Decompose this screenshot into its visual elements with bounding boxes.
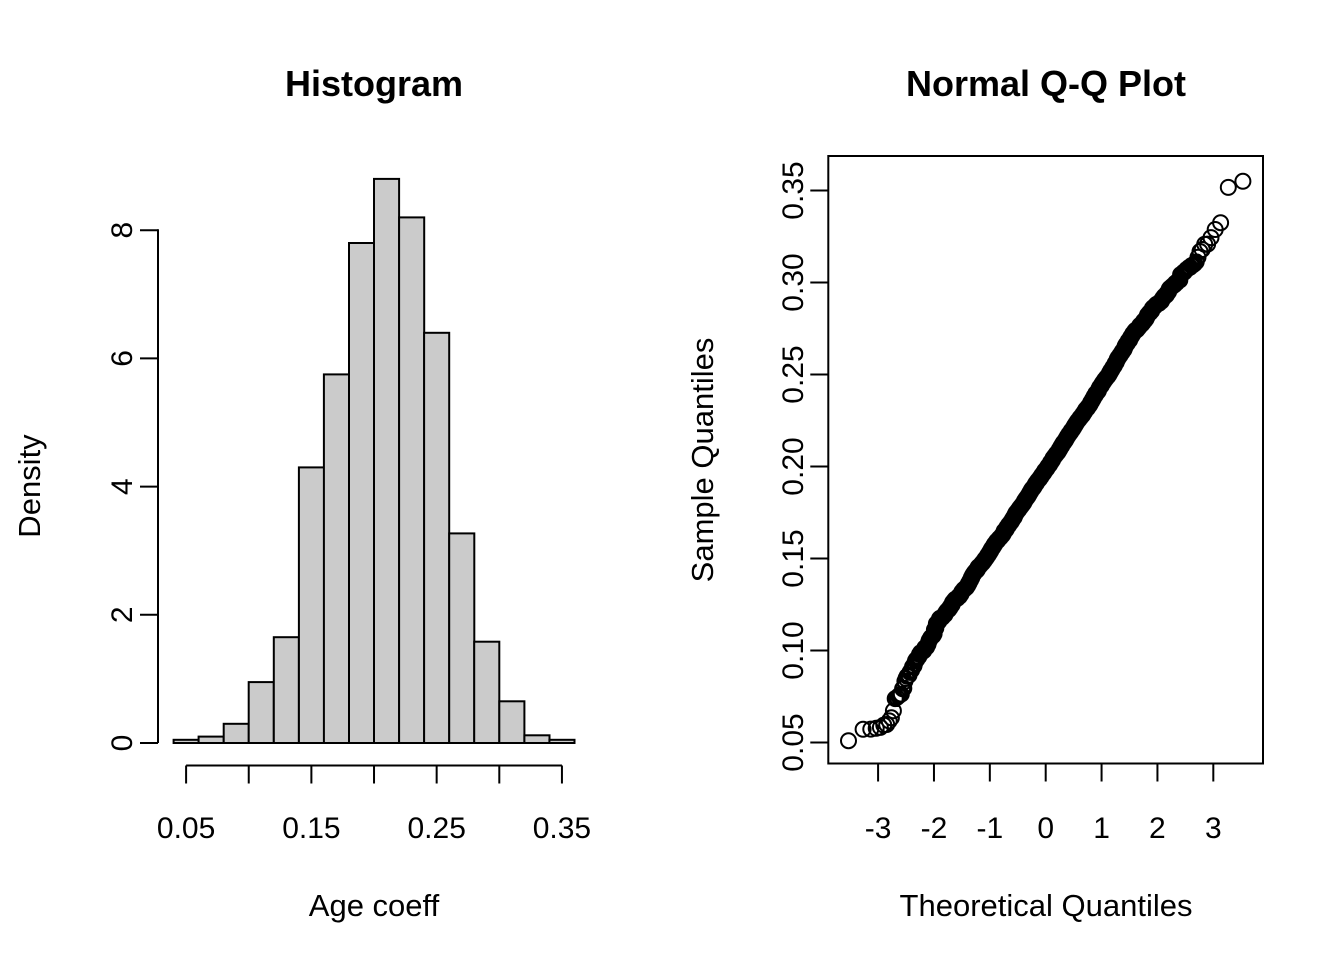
histogram-bar (197, 735, 225, 744)
histogram-bar (473, 640, 501, 745)
histogram-bar (272, 636, 300, 745)
qq-points (839, 172, 1252, 750)
histogram-bar (523, 734, 551, 744)
qq-x-tick-label: 2 (1149, 812, 1166, 845)
histogram-bar (222, 722, 250, 744)
qq-y-tick-label: 0.10 (777, 621, 810, 679)
qq-x-tick-label: 3 (1205, 812, 1222, 845)
histogram-y-tick-label: 0 (106, 735, 139, 752)
qq-panel: 0.05 0.10 0.15 0.20 0.25 0.30 0.35 -3 -2 -1 0 1 2 3 (777, 155, 1264, 845)
qq-y-axis-title: Sample Quantiles (685, 337, 720, 583)
histogram-y-tick-label: 6 (106, 350, 139, 367)
qq-x-tick-label: 0 (1037, 812, 1054, 845)
qq-y-tick-label: 0.20 (777, 437, 810, 495)
qq-y-axis: 0.05 0.10 0.15 0.20 0.25 0.30 0.35 (777, 161, 829, 772)
qq-x-axis-title: Theoretical Quantiles (899, 888, 1193, 923)
histogram-y-tick-label: 8 (106, 222, 139, 239)
qq-y-tick-label: 0.25 (777, 345, 810, 403)
histogram-x-tick-label: 0.05 (157, 812, 215, 845)
histogram-bar (373, 177, 401, 744)
histogram-x-tick-label: 0.15 (282, 812, 340, 845)
histogram-x-tick-label: 0.25 (408, 812, 466, 845)
histogram-bar (247, 681, 275, 744)
histogram-bar (498, 700, 526, 744)
qq-x-axis: -3 -2 -1 0 1 2 3 (865, 763, 1222, 845)
histogram-bar (448, 532, 476, 745)
histogram-bar (548, 738, 576, 744)
histogram-bar (172, 738, 200, 744)
qq-x-tick-label: 1 (1093, 812, 1110, 845)
histogram-bar (398, 216, 426, 744)
histogram-bar (423, 331, 451, 744)
qq-y-tick-label: 0.15 (777, 529, 810, 587)
histogram-y-axis: 0 2 4 6 8 (106, 222, 159, 752)
histogram-title: Histogram (284, 63, 464, 104)
histogram-panel: 0 2 4 6 8 0.05 0.15 0.25 0.35 (106, 177, 591, 845)
histogram-bars (172, 177, 576, 745)
qq-y-tick-label: 0.05 (777, 713, 810, 771)
histogram-bar (297, 466, 325, 744)
histogram-bar (348, 242, 376, 744)
histogram-y-axis-title: Density (12, 434, 47, 538)
qq-y-tick-label: 0.35 (777, 161, 810, 219)
histogram-x-axis-title: Age coeff (308, 888, 440, 923)
qq-y-tick-label: 0.30 (777, 253, 810, 311)
histogram-x-tick-label: 0.35 (533, 812, 591, 845)
histogram-y-tick-label: 2 (106, 606, 139, 623)
qq-plot-title: Normal Q-Q Plot (905, 63, 1187, 104)
histogram-y-tick-label: 4 (106, 478, 139, 495)
qq-x-tick-label: -3 (865, 812, 892, 845)
histogram-x-axis: 0.05 0.15 0.25 0.35 (157, 764, 591, 845)
histogram-bar (322, 373, 350, 744)
qq-x-tick-label: -1 (976, 812, 1003, 845)
qq-x-tick-label: -2 (921, 812, 948, 845)
